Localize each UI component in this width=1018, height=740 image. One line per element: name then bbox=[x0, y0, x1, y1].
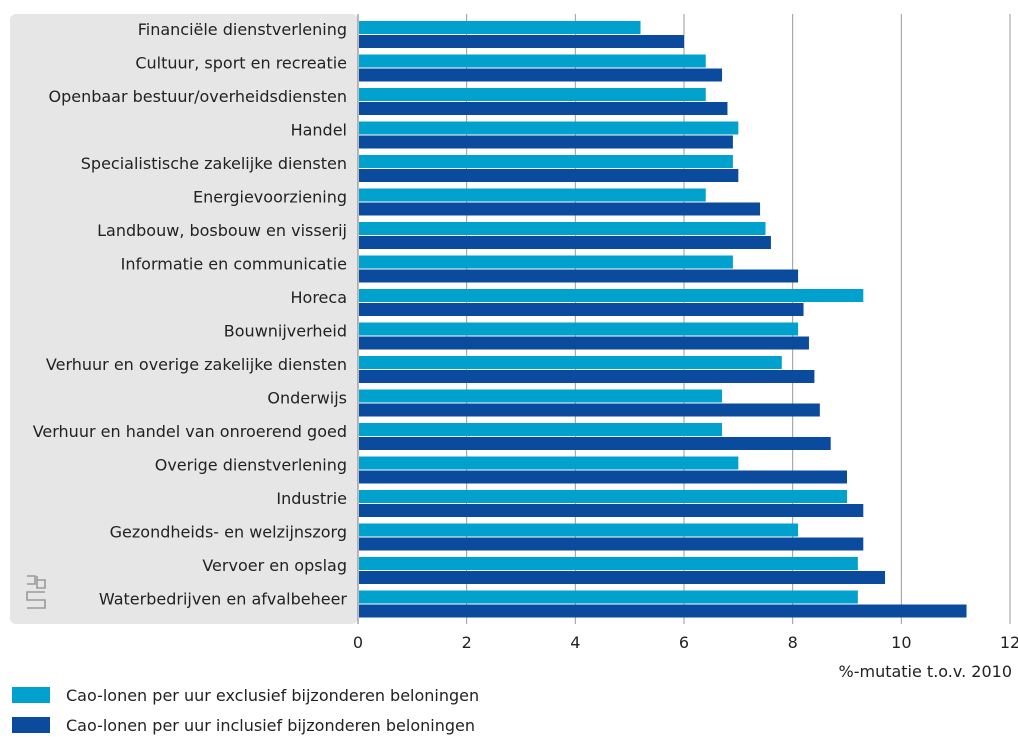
bar-incl bbox=[359, 202, 761, 216]
x-tick-label: 12 bbox=[1000, 633, 1018, 652]
bar-incl bbox=[359, 169, 739, 182]
legend-swatch-incl bbox=[12, 717, 50, 733]
bar-incl bbox=[359, 604, 967, 618]
bar-excl bbox=[359, 21, 641, 34]
x-axis-title: %-mutatie t.o.v. 2010 bbox=[839, 662, 1013, 681]
category-label: Verhuur en handel van onroerend goed bbox=[33, 422, 347, 441]
bar-excl bbox=[359, 289, 864, 302]
category-label: Vervoer en opslag bbox=[202, 556, 347, 575]
category-label: Informatie en communicatie bbox=[121, 254, 347, 273]
gridlines bbox=[357, 14, 1011, 624]
category-label: Openbaar bestuur/overheidsdiensten bbox=[48, 87, 347, 106]
bar-excl bbox=[359, 88, 706, 101]
category-label: Verhuur en overige zakelijke diensten bbox=[46, 355, 347, 374]
x-tick-label: 0 bbox=[353, 633, 363, 652]
bar-excl bbox=[359, 557, 858, 570]
bar-incl bbox=[359, 571, 886, 584]
bars bbox=[359, 21, 967, 618]
bar-incl bbox=[359, 68, 723, 82]
x-tick-label: 10 bbox=[891, 633, 911, 652]
bar-incl bbox=[359, 403, 820, 417]
bar-excl bbox=[359, 322, 799, 336]
bar-excl bbox=[359, 590, 858, 604]
x-tick-label: 2 bbox=[462, 633, 472, 652]
category-label: Gezondheids- en welzijnszorg bbox=[110, 522, 347, 541]
bar-excl bbox=[359, 54, 706, 68]
x-tick-label: 4 bbox=[570, 633, 580, 652]
bar-incl bbox=[359, 437, 831, 450]
category-label: Waterbedrijven en afvalbeheer bbox=[99, 589, 348, 608]
bar-incl bbox=[359, 35, 684, 48]
x-tick-label: 6 bbox=[679, 633, 689, 652]
bar-excl bbox=[359, 188, 706, 202]
bar-incl bbox=[359, 303, 804, 316]
bar-incl bbox=[359, 537, 864, 551]
bar-excl bbox=[359, 255, 733, 269]
category-labels: Financiële dienstverlening Cultuur, sport… bbox=[33, 20, 348, 609]
category-label: Specialistische zakelijke diensten bbox=[81, 154, 347, 173]
bar-excl bbox=[359, 456, 739, 470]
bar-excl bbox=[359, 423, 723, 436]
category-label: Landbouw, bosbouw en visserij bbox=[97, 221, 347, 240]
legend: Cao-lonen per uur exclusief bijzonderen … bbox=[12, 680, 479, 740]
category-label: Financiële dienstverlening bbox=[138, 20, 347, 39]
cbs-logo-icon bbox=[26, 575, 46, 609]
legend-item-incl: Cao-lonen per uur inclusief bijzonderen … bbox=[12, 710, 479, 740]
bar-excl bbox=[359, 121, 739, 135]
category-label: Horeca bbox=[291, 288, 348, 307]
bar-excl bbox=[359, 523, 799, 537]
x-tick-label: 8 bbox=[788, 633, 798, 652]
category-label: Cultuur, sport en recreatie bbox=[135, 53, 347, 72]
bar-incl bbox=[359, 336, 809, 350]
category-label: Bouwnijverheid bbox=[224, 321, 347, 340]
category-label: Energievoorziening bbox=[193, 187, 347, 206]
bar-incl bbox=[359, 269, 799, 283]
bar-incl bbox=[359, 236, 771, 249]
category-label: Industrie bbox=[276, 489, 347, 508]
bar-incl bbox=[359, 370, 815, 383]
legend-label-incl: Cao-lonen per uur inclusief bijzonderen … bbox=[66, 715, 475, 735]
x-tick-labels: 0 2 4 6 8 10 12 bbox=[353, 633, 1018, 652]
bar-incl bbox=[359, 470, 847, 484]
bar-excl bbox=[359, 356, 782, 369]
category-label: Handel bbox=[291, 120, 347, 139]
legend-swatch-excl bbox=[12, 687, 50, 703]
category-label: Onderwijs bbox=[267, 388, 347, 407]
bar-incl bbox=[359, 135, 733, 149]
bar-incl bbox=[359, 102, 728, 115]
bar-incl bbox=[359, 504, 864, 517]
bar-excl bbox=[359, 389, 723, 403]
category-label: Overige dienstverlening bbox=[155, 455, 347, 474]
bar-excl bbox=[359, 222, 766, 235]
legend-item-excl: Cao-lonen per uur exclusief bijzonderen … bbox=[12, 680, 479, 710]
bar-excl bbox=[359, 155, 733, 168]
category-label-panel bbox=[10, 14, 358, 624]
bar-excl bbox=[359, 490, 847, 503]
legend-label-excl: Cao-lonen per uur exclusief bijzonderen … bbox=[66, 685, 480, 705]
